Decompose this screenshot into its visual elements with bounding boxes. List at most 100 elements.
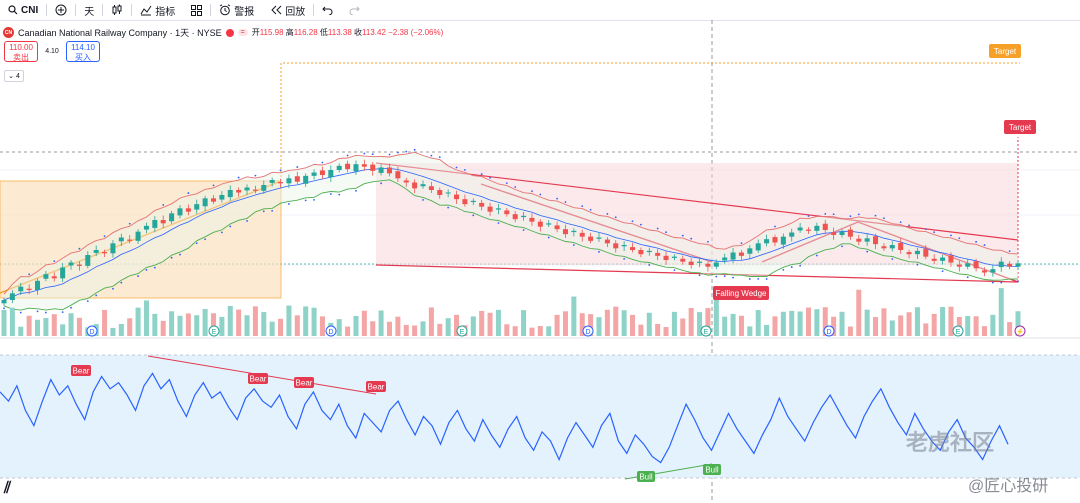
dividend-marker: D: [89, 329, 94, 336]
event-marker-circle: [1014, 325, 1026, 337]
bull-label: Bull: [637, 471, 655, 482]
indicator-collapse-button[interactable]: ⌄ 4: [4, 70, 24, 82]
sar-dot: [681, 234, 684, 237]
volume-bar: [797, 311, 803, 336]
candle-body: [177, 208, 183, 216]
volume-bar: [873, 317, 879, 336]
candle-body: [143, 225, 149, 230]
falling-wedge-label-bg: [713, 286, 769, 300]
candle-body: [889, 245, 895, 249]
change-value: −2.38 (−2.06%): [388, 28, 444, 37]
bull-label-bg: [703, 464, 721, 475]
sar-dot: [480, 173, 483, 175]
symbol-label: CNI: [21, 4, 39, 16]
sar-dot: [45, 311, 47, 314]
sar-dot: [740, 242, 743, 245]
volume-bar: [361, 310, 367, 336]
sar-dot: [296, 166, 299, 168]
event-marker: D: [325, 325, 337, 337]
falling-wedge-label-text: Falling Wedge: [716, 289, 768, 298]
layouts-button[interactable]: [183, 0, 210, 20]
sar-dot: [153, 266, 156, 269]
volume-bar: [261, 312, 267, 336]
candle-body: [663, 255, 669, 260]
sar-dot: [748, 278, 751, 280]
sar-dot: [841, 245, 843, 248]
sar-dot: [572, 244, 575, 246]
bull-label: Bull: [703, 464, 721, 475]
sar-dot: [246, 220, 248, 222]
volume-bar: [839, 311, 845, 336]
sar-dot: [707, 240, 709, 243]
candle-body: [571, 230, 577, 233]
sar-dot: [220, 231, 223, 234]
compare-button[interactable]: [47, 0, 75, 20]
sar-dot: [137, 275, 139, 277]
replay-button[interactable]: 回放: [262, 0, 313, 20]
high-label: 高: [285, 28, 294, 37]
undo-button[interactable]: [314, 0, 341, 20]
candle-body: [906, 252, 912, 255]
undo-icon: [322, 6, 333, 15]
candle-body: [9, 293, 15, 300]
sar-dot: [774, 225, 776, 228]
candle-body: [931, 258, 937, 261]
volume-bar: [680, 318, 686, 336]
candle-body: [470, 200, 476, 203]
sar-dot: [288, 203, 290, 205]
candle-body: [286, 178, 292, 184]
volume-bar: [294, 315, 300, 336]
sar-dot: [790, 266, 793, 268]
redo-button[interactable]: [341, 0, 368, 20]
volume-bar: [613, 306, 619, 336]
bull-label-bg: [637, 471, 655, 482]
sell-button[interactable]: 110.00 卖出: [4, 41, 38, 62]
alert-label: 警报: [234, 6, 255, 18]
candle-body: [428, 186, 434, 190]
symbol-search[interactable]: CNI: [0, 0, 46, 20]
chart-type-button[interactable]: [103, 0, 131, 20]
candle-body: [135, 231, 141, 241]
sar-dot: [95, 294, 98, 297]
candle-body: [956, 264, 962, 267]
volume-bar: [881, 308, 887, 336]
buy-button[interactable]: 114.10 买入: [66, 41, 100, 62]
interval-label: 天: [84, 6, 95, 18]
sar-dot: [665, 231, 667, 234]
sar-dot: [396, 151, 399, 154]
interval-button[interactable]: 天: [76, 0, 102, 20]
sar-dot: [857, 213, 860, 216]
indicators-button[interactable]: 指标: [132, 0, 183, 20]
falling-wedge-label: Falling Wedge: [713, 286, 769, 300]
event-marker-circle: [823, 325, 835, 337]
candle-body: [965, 263, 971, 267]
candle-body: [68, 262, 74, 266]
sar-dot: [807, 215, 810, 217]
sar-dot: [162, 204, 165, 206]
candle-body: [521, 215, 527, 218]
price-chart[interactable]: D E D E D E D E ⚡ Target Target Falling Wedge Bear Be…: [0, 20, 1080, 503]
volume-bar: [780, 311, 786, 336]
sar-dot: [464, 169, 466, 171]
volume-bar: [856, 289, 862, 336]
alarm-clock-icon: [219, 4, 231, 16]
candle-body: [529, 217, 535, 222]
dividend-marker: D: [585, 329, 590, 336]
candle-body: [160, 220, 166, 224]
candle-body: [831, 232, 837, 235]
candle-body: [764, 239, 770, 244]
candle-body: [856, 238, 862, 242]
volume-bar: [252, 306, 258, 336]
volume-bar: [110, 327, 116, 336]
market-status-dot: [225, 28, 234, 37]
volume-bar: [345, 326, 351, 336]
volume-bar: [604, 309, 610, 336]
volume-bar: [579, 313, 585, 336]
volume-bar: [152, 313, 158, 336]
candle-body: [697, 261, 703, 263]
volume-bar: [118, 323, 124, 336]
candle-body: [210, 198, 217, 202]
candle-body: [705, 263, 711, 267]
tradingview-logo[interactable]: ⫽: [4, 480, 12, 497]
alert-button[interactable]: 警报: [211, 0, 262, 20]
